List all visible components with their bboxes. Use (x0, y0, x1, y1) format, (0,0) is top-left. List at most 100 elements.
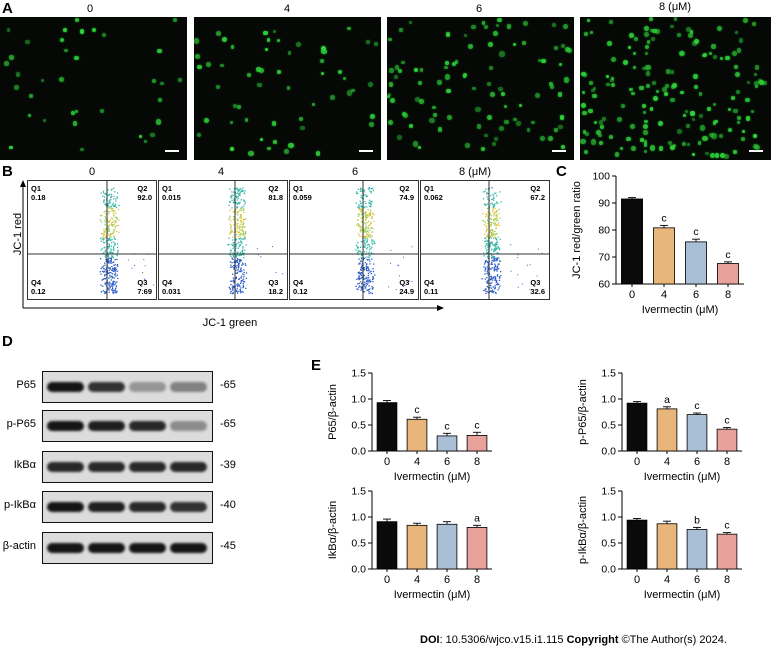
significance-label: c (414, 404, 419, 416)
flow-quadrant-q4: Q4 0.031 (162, 278, 181, 296)
cell-dot (736, 116, 741, 121)
cell-dot (598, 133, 602, 138)
bar-0 (376, 521, 398, 570)
cell-dot (670, 97, 675, 103)
flow-quadrant-q1: Q1 0.062 (424, 184, 443, 202)
cell-dot (9, 145, 13, 150)
cell-dot (79, 29, 85, 34)
cell-dot (138, 134, 143, 139)
cell-dot (205, 62, 211, 67)
cell-dot (266, 38, 271, 42)
cell-dot (13, 85, 19, 90)
cell-dot (646, 40, 650, 44)
cell-dot (258, 67, 264, 73)
flow-quadrant-q2: Q2 67.2 (530, 184, 545, 202)
wb-band (88, 382, 125, 392)
cell-dot (454, 60, 459, 64)
cell-dot (487, 42, 493, 47)
cell-dot (494, 136, 499, 141)
cell-dot (101, 32, 106, 38)
cell-dot (656, 89, 660, 94)
cell-dot (686, 27, 692, 32)
cell-dot (321, 48, 327, 54)
cell-dot (611, 56, 617, 62)
cell-dot (714, 153, 720, 158)
flow-quadrant-value: 24.9 (399, 287, 414, 296)
wb-band (129, 462, 166, 472)
cell-dot (329, 95, 336, 101)
cell-dot (592, 93, 597, 99)
wb-blot-strip (42, 532, 213, 564)
cell-dot (733, 64, 739, 70)
cell-dot (634, 37, 638, 41)
cell-dot (446, 88, 451, 94)
cell-dot (740, 137, 745, 141)
cell-dot (745, 116, 751, 122)
cell-dot (486, 114, 492, 120)
cell-dot (58, 77, 65, 83)
cell-dot (444, 66, 448, 70)
wb-blot-strip (42, 491, 213, 523)
flow-plot-4: Q1 0.015 Q2 81.8 Q4 0.031 Q3 18.2 (158, 180, 288, 300)
cell-dot (388, 37, 392, 42)
cell-dot (711, 133, 717, 139)
cell-dot (601, 116, 606, 121)
significance-label: c (694, 400, 699, 412)
flow-quadrant-value: 81.8 (268, 193, 283, 202)
flow-quadrant-value: 7.69 (137, 287, 152, 296)
cell-dot (750, 109, 754, 113)
cell-dot (6, 28, 11, 32)
cell-dot (727, 128, 732, 133)
wb-kda-label: -65 (220, 418, 236, 430)
cell-dot (693, 85, 698, 90)
cell-dot (714, 119, 718, 123)
significance-label: b (694, 514, 700, 526)
flow-quadrant-name: Q4 (162, 278, 173, 287)
wb-band (129, 382, 166, 392)
y-tick-label: 1.0 (351, 394, 366, 406)
cell-dot (272, 140, 277, 144)
cell-dot (698, 92, 703, 96)
cell-dot (733, 109, 738, 114)
x-tick-label: 6 (444, 456, 450, 468)
cell-dot (598, 120, 604, 126)
cell-dot (609, 135, 614, 140)
wb-band (88, 502, 125, 512)
y-tick-label: 60 (598, 279, 610, 291)
cell-dot (719, 56, 723, 60)
bar-8 (716, 428, 738, 452)
wb-band (47, 502, 84, 512)
cell-dot (495, 23, 499, 27)
cell-dot (629, 33, 634, 38)
cell-dot (388, 82, 394, 88)
significance-label: c (444, 420, 449, 432)
cell-dot (581, 91, 586, 95)
y-tick-label: 1.5 (351, 368, 366, 380)
cell-dot (711, 44, 716, 49)
flow-quadrant-value: 0.11 (424, 287, 439, 296)
x-tick-label: 8 (724, 574, 730, 586)
cell-dot (712, 54, 718, 60)
flow-dose-label-0: 0 (88, 166, 96, 178)
flow-quadrant-name: Q2 (268, 184, 279, 193)
wb-band (170, 543, 207, 553)
wb-band (47, 543, 84, 553)
cell-dot (736, 48, 742, 53)
x-tick-label: 4 (664, 574, 670, 586)
cell-dot (413, 67, 419, 73)
x-tick-label: 8 (474, 574, 480, 586)
flow-x-axis-label: JC-1 green (202, 317, 258, 329)
cell-dot (445, 31, 451, 37)
flow-dose-label-8: 8 (μM) (458, 166, 491, 178)
cell-dot (754, 65, 760, 70)
cell-dot (287, 51, 292, 55)
cell-dot (620, 103, 625, 108)
cell-dot (687, 32, 693, 38)
micrograph-0uM (0, 17, 187, 160)
y-tick-label: 0.5 (601, 420, 616, 432)
y-tick-label: 90 (598, 198, 610, 210)
cell-dot (512, 42, 516, 46)
cell-dot (595, 130, 601, 136)
cell-dot (501, 92, 506, 97)
